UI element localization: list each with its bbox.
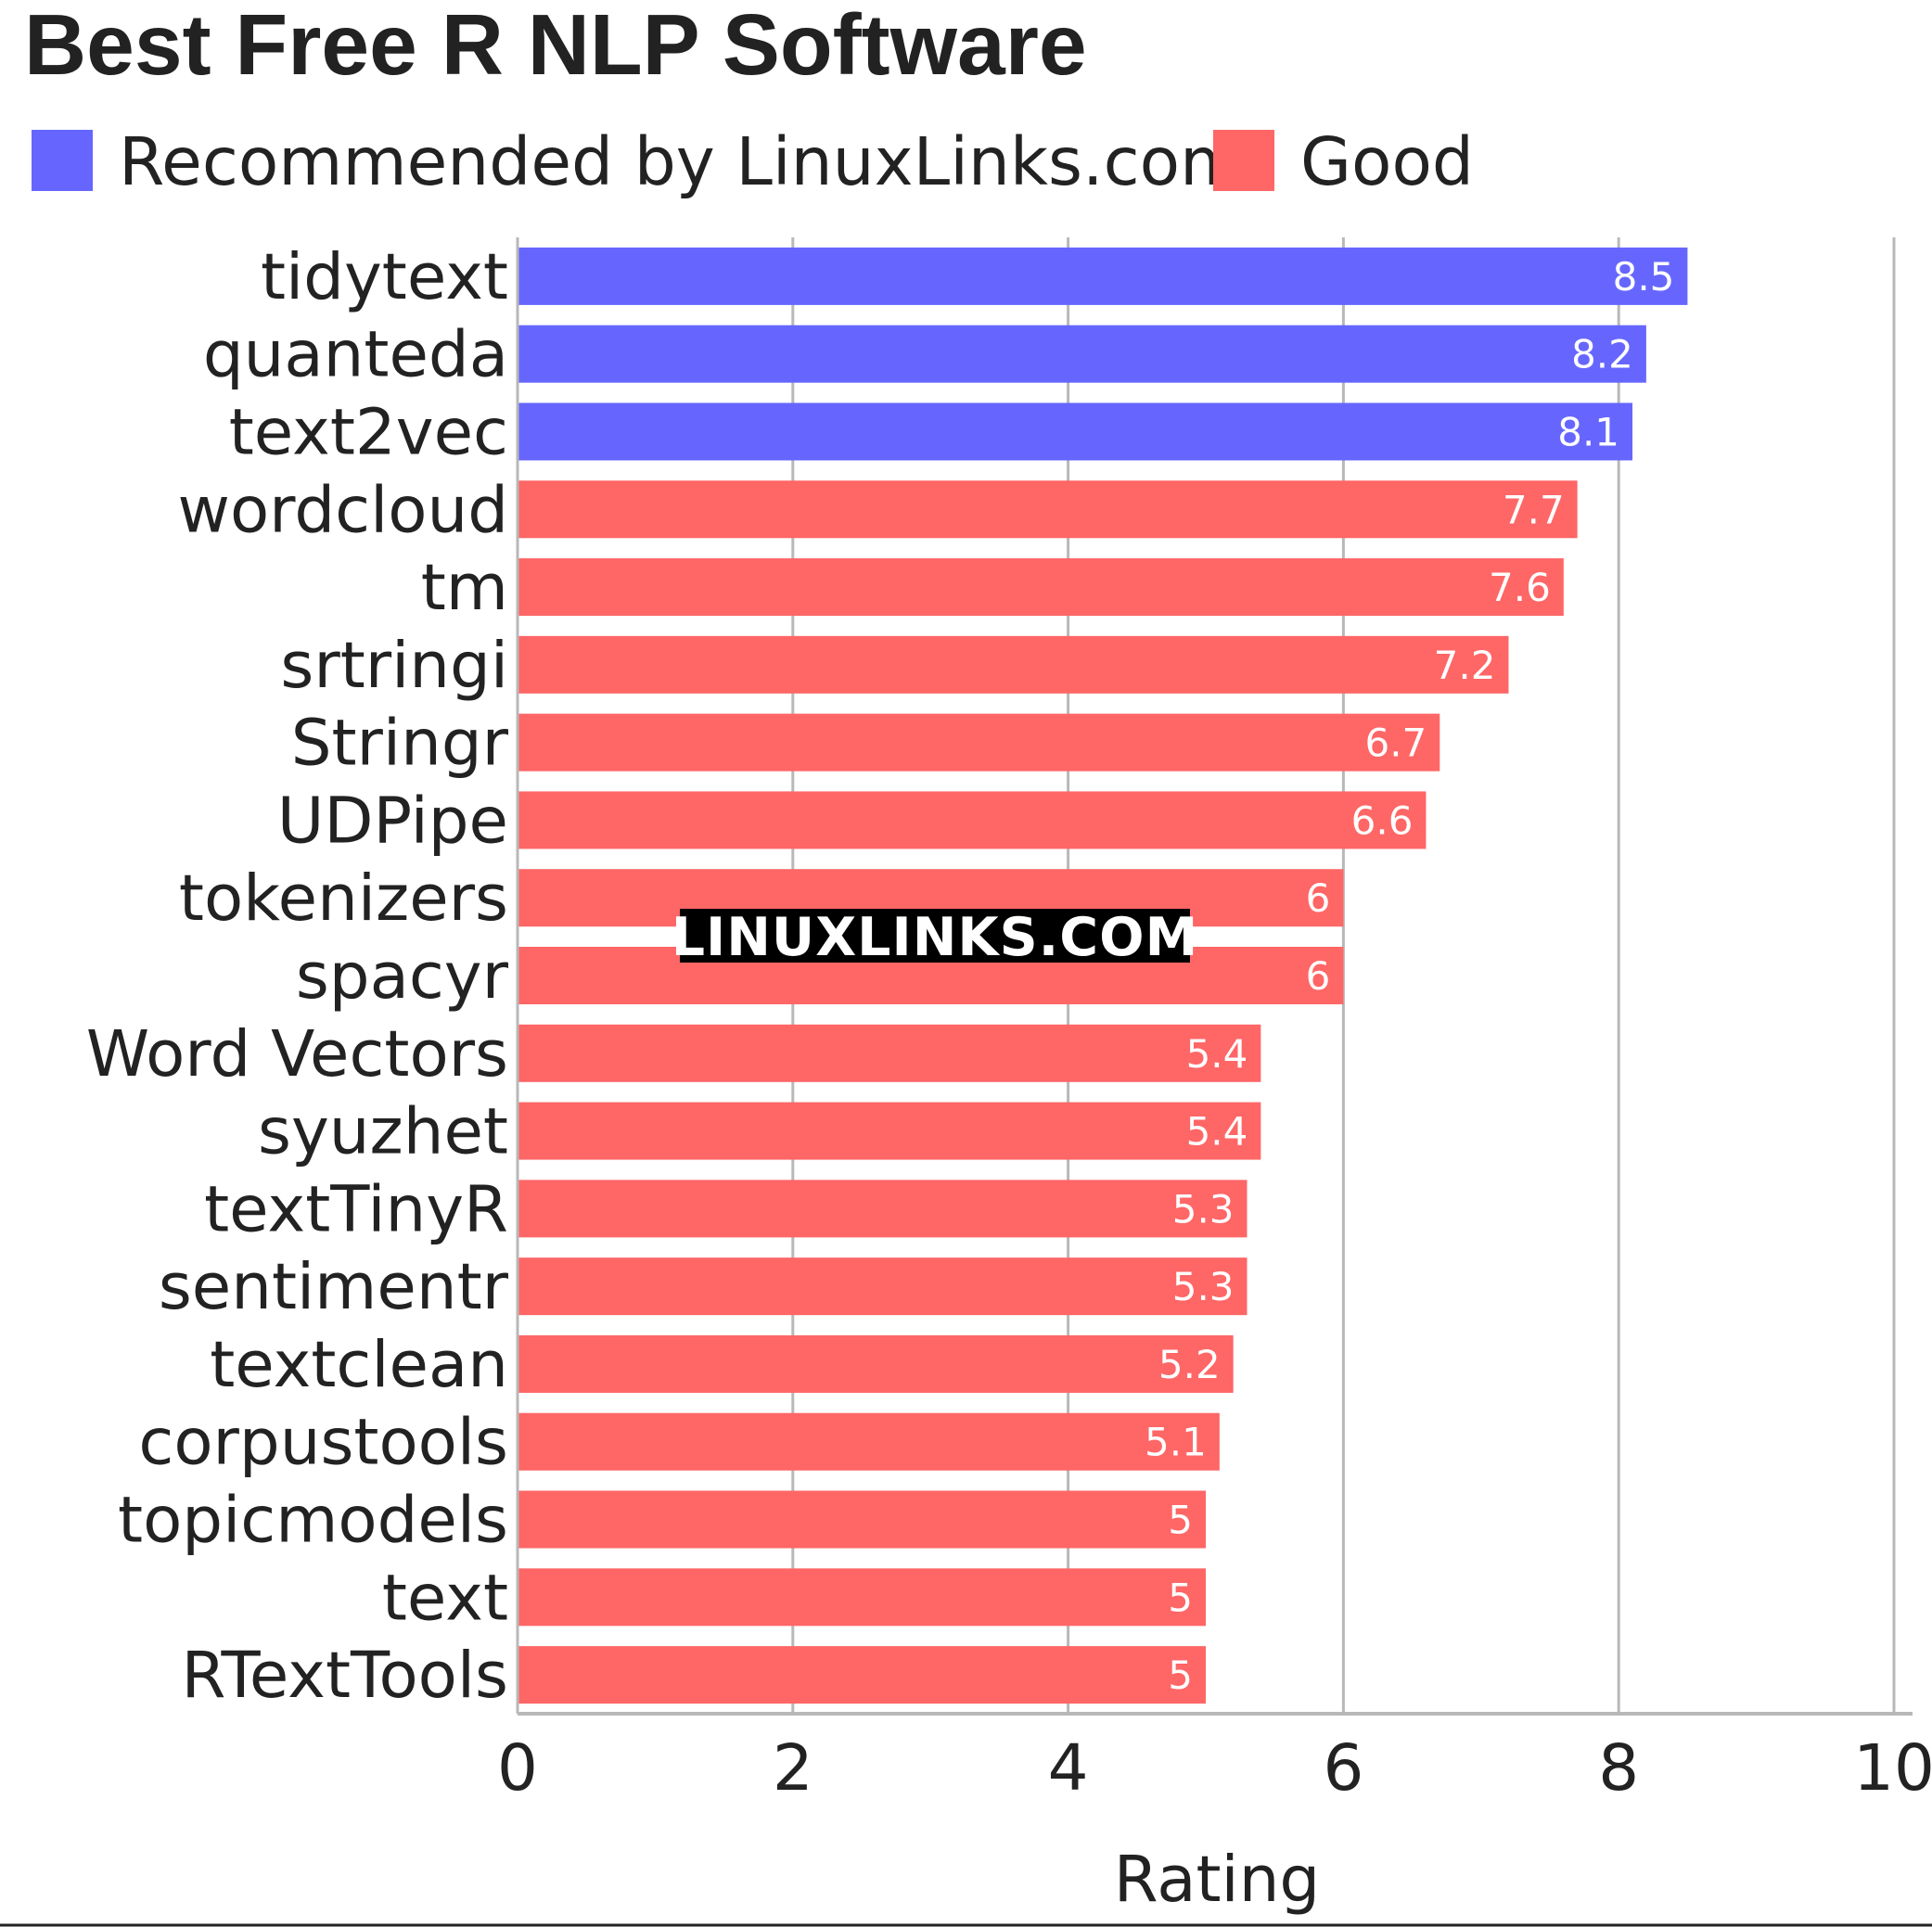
legend-swatch-good <box>1213 130 1274 191</box>
value-label: 8.5 <box>1613 254 1675 300</box>
bar-text2vec <box>518 402 1633 461</box>
bar-topicmodels <box>518 1490 1206 1549</box>
category-label: corpustools <box>138 1406 508 1480</box>
value-label: 7.6 <box>1489 565 1551 610</box>
category-label: textTinyR <box>204 1172 508 1246</box>
category-label: RTextTools <box>182 1639 508 1713</box>
x-tick-label: 10 <box>1853 1731 1932 1806</box>
category-label: sentimentr <box>159 1250 509 1324</box>
bar-sentimentr <box>518 1257 1247 1316</box>
category-label: text2vec <box>229 395 508 469</box>
category-label: textclean <box>210 1328 508 1402</box>
value-label: 5.3 <box>1172 1264 1235 1309</box>
value-label: 5 <box>1168 1575 1193 1620</box>
bar-text <box>518 1568 1206 1627</box>
value-label: 5.4 <box>1186 1031 1248 1077</box>
category-label: tokenizers <box>179 861 508 936</box>
value-label: 6 <box>1306 875 1331 921</box>
value-label: 6.7 <box>1364 721 1427 766</box>
category-label: srtringi <box>280 629 508 703</box>
legend-swatch-recommended <box>32 130 93 191</box>
category-label: UDPipe <box>277 784 508 858</box>
value-label: 5 <box>1168 1653 1193 1698</box>
value-label: 7.7 <box>1503 487 1565 532</box>
value-label: 7.2 <box>1434 643 1496 688</box>
x-tick-label: 8 <box>1598 1731 1639 1806</box>
value-label: 6 <box>1306 953 1331 999</box>
value-label: 8.2 <box>1571 332 1633 377</box>
watermark: LINUXLINKS.COM <box>672 907 1199 968</box>
category-label: text <box>382 1561 508 1635</box>
bar-word-vectors <box>518 1024 1261 1082</box>
x-tick-label: 2 <box>773 1731 813 1806</box>
x-tick-label: 6 <box>1323 1731 1363 1806</box>
x-tick-label: 4 <box>1048 1731 1089 1806</box>
bar-textclean <box>518 1334 1234 1393</box>
bar-srtringi <box>518 635 1509 694</box>
bar-wordcloud <box>518 480 1578 539</box>
category-label: Word Vectors <box>86 1017 508 1091</box>
x-axis-label: Rating <box>1114 1843 1320 1917</box>
value-label: 5.3 <box>1172 1186 1235 1231</box>
bar-tm <box>518 558 1564 617</box>
value-label: 8.1 <box>1557 409 1619 454</box>
bar-quanteda <box>518 325 1646 383</box>
category-label: topicmodels <box>118 1484 508 1558</box>
category-label: syuzhet <box>258 1095 508 1169</box>
bar-texttinyr <box>518 1180 1247 1238</box>
bars: 8.5 tidytext 8.2 quanteda 8.1 text2vec 7.7 word… <box>86 240 1688 1713</box>
category-label: quanteda <box>203 318 508 392</box>
watermark-background <box>680 909 1190 963</box>
bar-tidytext <box>518 247 1688 305</box>
bar-udpipe <box>518 791 1427 849</box>
bar-corpustools <box>518 1412 1220 1471</box>
legend: Recommended by LinuxLinks.com Good <box>32 123 1474 200</box>
watermark-text: LINUXLINKS.COM <box>672 907 1199 968</box>
bar-rtexttools <box>518 1646 1206 1704</box>
category-label: Stringr <box>291 707 509 781</box>
chart-title: Best Free R NLP Software <box>24 0 1087 93</box>
x-axis: 0 2 4 6 8 10 <box>497 237 1932 1806</box>
value-label: 5 <box>1168 1498 1193 1543</box>
bar-stringr <box>518 713 1440 772</box>
value-label: 5.2 <box>1158 1342 1221 1387</box>
legend-label-good: Good <box>1300 123 1474 200</box>
category-label: tidytext <box>261 240 508 314</box>
value-label: 5.1 <box>1145 1420 1207 1465</box>
category-label: spacyr <box>296 939 509 1014</box>
category-label: wordcloud <box>178 473 508 547</box>
bar-syuzhet <box>518 1102 1261 1160</box>
category-label: tm <box>421 551 508 625</box>
value-label: 5.4 <box>1186 1109 1248 1155</box>
value-label: 6.6 <box>1351 798 1414 843</box>
legend-label-recommended: Recommended by LinuxLinks.com <box>119 123 1244 200</box>
x-tick-label: 0 <box>497 1731 538 1806</box>
